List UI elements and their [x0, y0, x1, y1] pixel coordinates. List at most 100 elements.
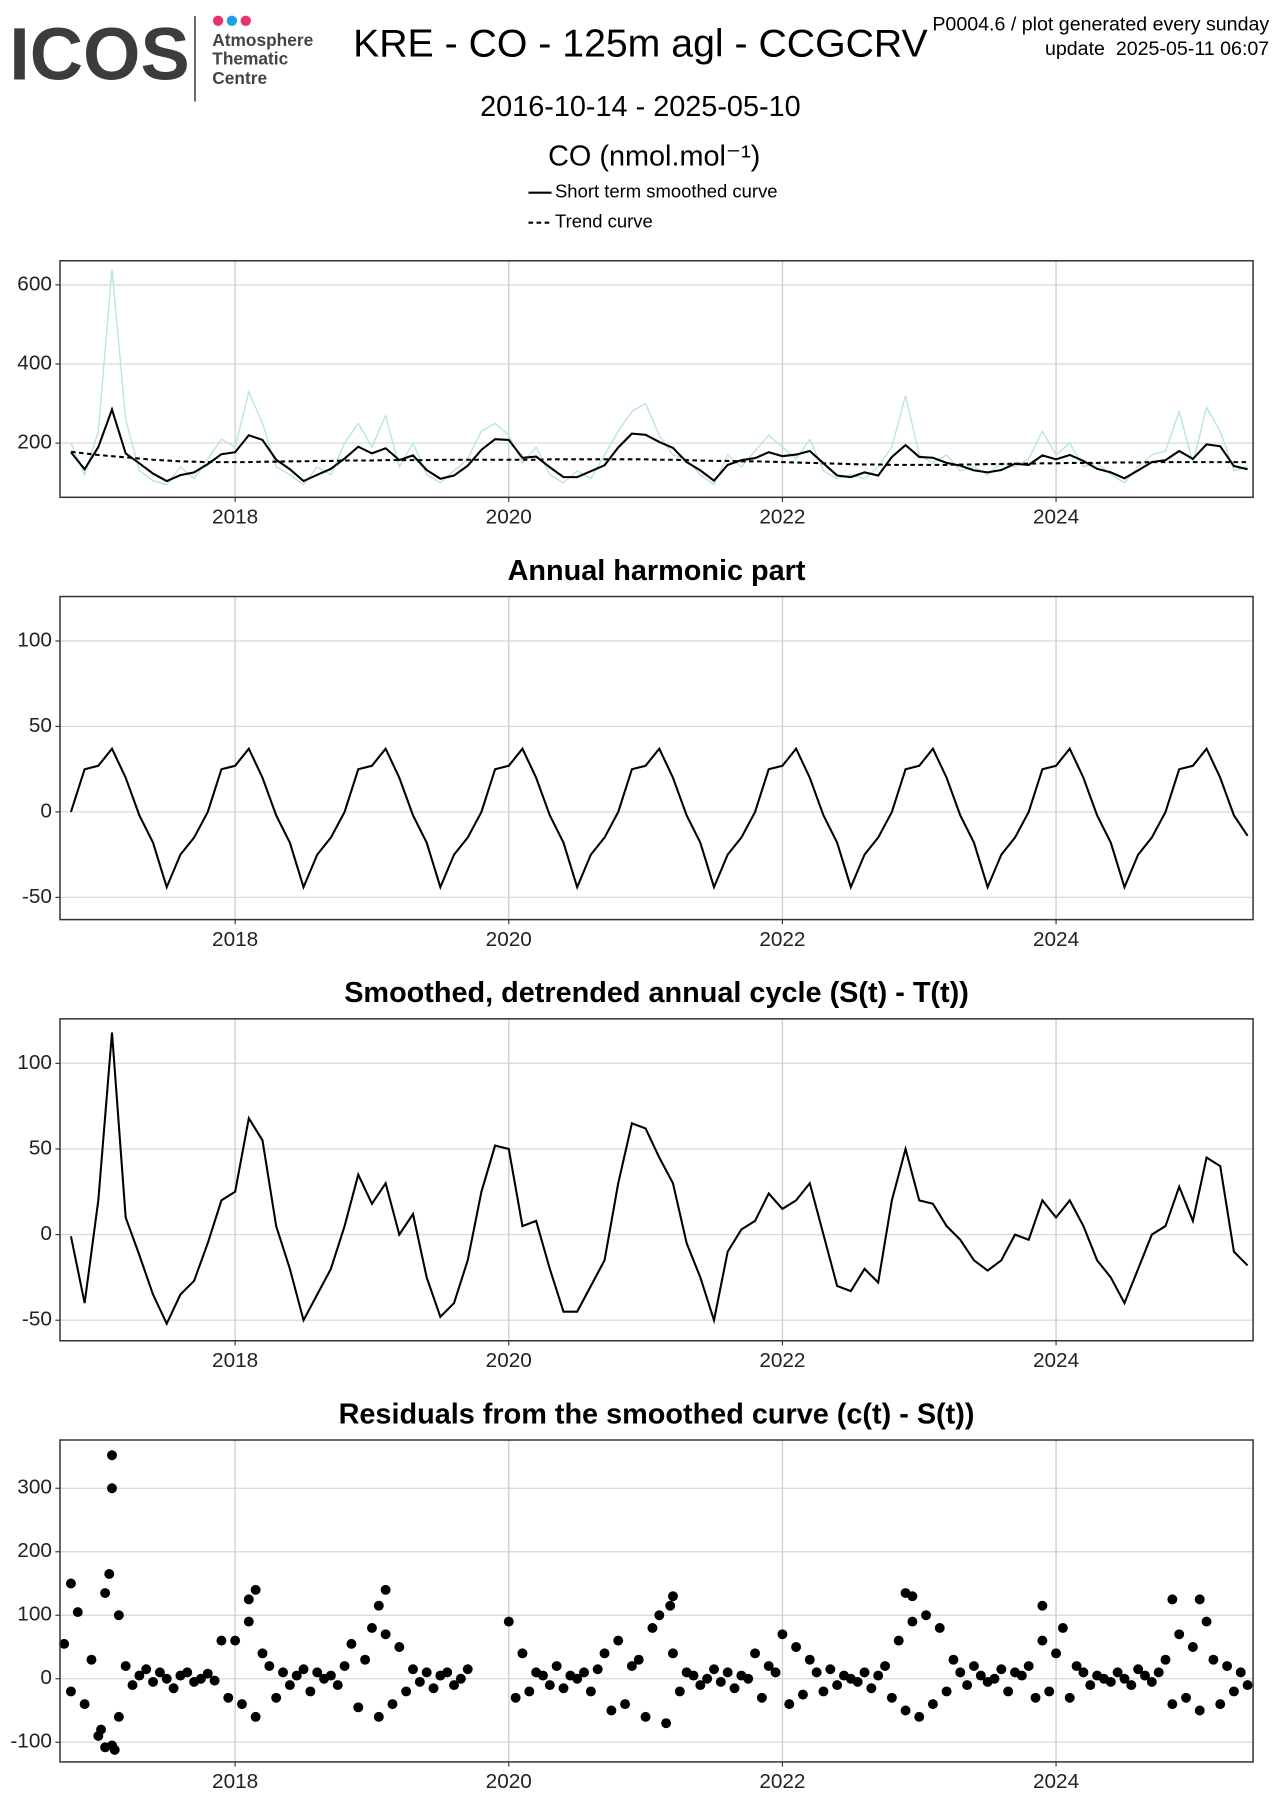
point: [148, 1676, 158, 1687]
point: [250, 1584, 261, 1595]
x-tick-label: 2024: [1033, 1770, 1079, 1793]
x-tick-label: 2018: [212, 928, 258, 951]
point: [109, 1744, 120, 1755]
point: [1023, 1661, 1034, 1672]
point: [729, 1683, 740, 1694]
point: [278, 1667, 288, 1678]
point: [886, 1692, 897, 1703]
y-tick-label: 300: [17, 1476, 52, 1499]
y-tick-label: 200: [17, 1539, 52, 1562]
point: [1187, 1642, 1198, 1652]
logo-org: Atmosphere: [212, 30, 313, 50]
x-tick-label: 2024: [1033, 1349, 1079, 1372]
point: [620, 1699, 631, 1710]
point: [654, 1610, 665, 1621]
point: [79, 1699, 90, 1710]
point: [544, 1680, 555, 1691]
point: [1030, 1692, 1041, 1703]
point: [572, 1673, 583, 1684]
point: [900, 1705, 911, 1716]
logo-org: Centre: [212, 68, 267, 88]
x-tick-label: 2020: [486, 1349, 532, 1372]
point: [941, 1686, 952, 1697]
y-tick-label: 50: [29, 714, 52, 737]
y-tick-label: 400: [17, 351, 52, 374]
point: [72, 1607, 83, 1618]
point: [332, 1680, 343, 1691]
point: [1201, 1616, 1212, 1627]
legend-label: Short term smoothed curve: [555, 181, 778, 202]
point: [442, 1667, 453, 1678]
y-tick-label: 200: [17, 431, 52, 454]
point: [161, 1673, 172, 1684]
point: [551, 1661, 562, 1672]
logo-dot: [240, 15, 251, 26]
point: [1044, 1686, 1055, 1697]
y-tick-label: -50: [22, 1308, 52, 1331]
point: [1146, 1676, 1157, 1687]
point: [107, 1483, 117, 1494]
point: [86, 1654, 97, 1665]
point: [346, 1638, 357, 1649]
point: [674, 1686, 685, 1697]
point: [141, 1664, 152, 1675]
point: [558, 1683, 569, 1694]
point: [880, 1661, 890, 1672]
plot-background: [60, 260, 1254, 498]
point: [449, 1680, 460, 1691]
point: [791, 1642, 802, 1652]
y-axis-label: CO (nmol.mol⁻¹): [548, 141, 760, 173]
point: [223, 1692, 234, 1703]
legend-label: Trend curve: [555, 211, 653, 232]
point: [811, 1667, 822, 1678]
point: [702, 1673, 713, 1684]
point: [1071, 1661, 1082, 1672]
point: [120, 1661, 131, 1672]
point: [134, 1670, 145, 1681]
point: [96, 1724, 107, 1735]
point: [585, 1686, 596, 1697]
point: [325, 1670, 336, 1681]
point: [271, 1692, 282, 1703]
point: [1215, 1699, 1226, 1710]
point: [366, 1622, 377, 1633]
point: [237, 1699, 247, 1710]
point: [421, 1667, 432, 1678]
point: [804, 1654, 815, 1665]
point: [373, 1600, 384, 1611]
point: [113, 1610, 124, 1621]
point: [1057, 1622, 1068, 1633]
point: [100, 1742, 111, 1753]
series-line: [70, 450, 1248, 466]
x-tick-label: 2022: [759, 506, 805, 529]
point: [640, 1711, 651, 1722]
point: [538, 1670, 548, 1681]
point: [592, 1664, 603, 1675]
point: [195, 1673, 206, 1684]
y-tick-label: 0: [40, 1666, 52, 1689]
y-tick-label: 100: [17, 1603, 52, 1626]
point: [360, 1654, 371, 1665]
point: [777, 1629, 788, 1640]
point: [298, 1664, 309, 1675]
x-tick-label: 2024: [1033, 506, 1079, 529]
y-tick-label: 0: [40, 799, 52, 822]
x-tick-label: 2018: [212, 506, 258, 529]
point: [1174, 1629, 1185, 1640]
point: [353, 1702, 364, 1713]
point: [1016, 1670, 1027, 1681]
point: [1228, 1686, 1239, 1697]
point: [1208, 1654, 1219, 1665]
point: [665, 1600, 676, 1611]
point: [1167, 1699, 1178, 1710]
point: [1194, 1705, 1205, 1716]
point: [1085, 1680, 1096, 1691]
panel-title: Smoothed, detrended annual cycle (S(t) -…: [344, 977, 969, 1009]
x-tick-label: 2024: [1033, 928, 1079, 951]
point: [1037, 1600, 1048, 1611]
point: [934, 1622, 945, 1633]
point: [1140, 1670, 1150, 1681]
point: [722, 1667, 733, 1678]
point: [1133, 1664, 1144, 1675]
